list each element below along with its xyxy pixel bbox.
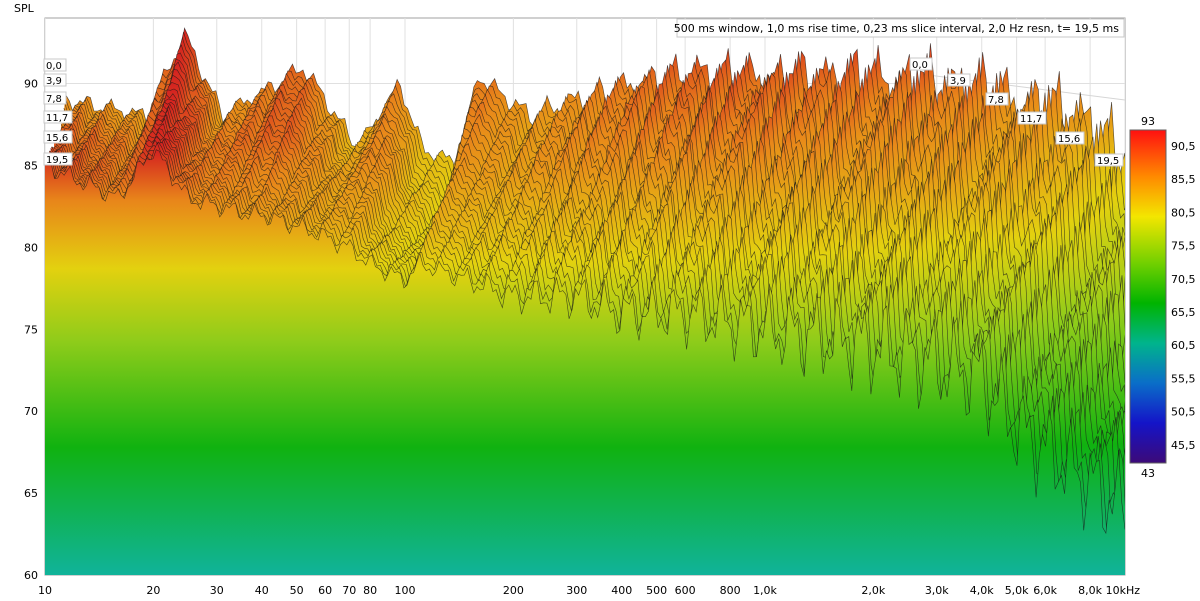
slice-line	[58, 88, 1125, 335]
time-label-right: 7,8	[985, 92, 1009, 106]
x-tick-label: 70	[342, 584, 356, 597]
y-tick-label: 60	[24, 569, 38, 582]
colorbar-label: 70,5	[1171, 273, 1196, 286]
time-label-box	[1055, 131, 1085, 145]
y-tick-label: 65	[24, 487, 38, 500]
time-label-box	[43, 130, 73, 144]
slice-line	[45, 149, 1125, 535]
y-axis-ticks: 60 65 70 75 80 85 90	[24, 78, 38, 582]
time-label-box	[1094, 153, 1124, 167]
colorbar-label: 55,5	[1171, 372, 1196, 385]
colorbar-label: 45,5	[1171, 439, 1196, 452]
time-label-text: 0,0	[912, 60, 928, 71]
x-tick-label: 300	[566, 584, 587, 597]
time-label-text: 3,9	[46, 76, 62, 87]
colorbar-label: 65,5	[1171, 306, 1196, 319]
time-label-text: 7,8	[988, 95, 1004, 106]
x-tick-label: 800	[720, 584, 741, 597]
time-label-left: 0,0	[43, 58, 67, 72]
time-label-box	[43, 58, 67, 72]
time-label-text: 15,6	[46, 133, 68, 144]
time-label-right: 19,5	[1094, 153, 1124, 167]
colorbar-label: 80,5	[1171, 206, 1196, 219]
time-label-left: 19,5	[43, 152, 73, 166]
colorbar: 93 43 90,5 85,5 80,5 75,5 70,5 65,5 60,5 55,5 50…	[1129, 115, 1196, 480]
x-tick-label: 6,0k	[1033, 584, 1057, 597]
x-tick-label: 10kHz	[1106, 584, 1141, 597]
x-tick-label: 10	[38, 584, 52, 597]
colorbar-label: 90,5	[1171, 140, 1196, 153]
slice-line	[59, 82, 1125, 314]
time-label-box	[985, 92, 1009, 106]
x-tick-label: 8,0k	[1078, 584, 1102, 597]
waterfall-surface	[45, 27, 1125, 575]
slice-fill	[45, 149, 1125, 575]
x-tick-label: 3,0k	[925, 584, 949, 597]
time-label-text: 3,9	[950, 76, 966, 87]
time-label-right: 11,7	[1017, 111, 1047, 125]
time-label-box	[1017, 111, 1047, 125]
time-label-left: 11,7	[43, 110, 73, 124]
time-label-text: 7,8	[46, 94, 62, 105]
time-label-text: 19,5	[46, 155, 68, 166]
y-axis-label: SPL	[14, 2, 35, 15]
y-tick-label: 70	[24, 405, 38, 418]
colorbar-label: 60,5	[1171, 339, 1196, 352]
slice-line	[45, 141, 1125, 536]
y-tick-label: 75	[24, 323, 38, 336]
subtitle-box	[676, 18, 1125, 38]
time-label-box	[43, 152, 73, 166]
x-tick-label: 100	[395, 584, 416, 597]
x-tick-label: 4,0k	[970, 584, 994, 597]
time-label-box	[43, 110, 73, 124]
time-label-right: 15,6	[1055, 131, 1085, 145]
time-label-box	[947, 73, 971, 87]
x-tick-label: 30	[210, 584, 224, 597]
time-label-text: 19,5	[1097, 156, 1119, 167]
time-label-text: 11,7	[1020, 114, 1042, 125]
y-tick-label: 80	[24, 241, 38, 254]
y-tick-label: 85	[24, 159, 38, 172]
time-label-left: 3,9	[43, 73, 67, 87]
colorbar-label: 85,5	[1171, 173, 1196, 186]
x-tick-label: 1,0k	[753, 584, 777, 597]
time-label-text: 0,0	[46, 61, 62, 72]
x-tick-label: 2,0k	[861, 584, 885, 597]
time-label-text: 11,7	[46, 113, 68, 124]
slice-line	[57, 98, 1125, 353]
time-label-box	[43, 91, 67, 105]
colorbar-label: 50,5	[1171, 406, 1196, 419]
time-label-right: 0,0	[909, 57, 933, 71]
y-tick-label: 90	[24, 78, 38, 91]
colorbar-label: 75,5	[1171, 240, 1196, 253]
x-tick-label: 200	[503, 584, 524, 597]
x-tick-label: 80	[363, 584, 377, 597]
x-tick-label: 40	[255, 584, 269, 597]
colorbar-min: 43	[1141, 467, 1155, 480]
time-slice-labels: 0,0 0,0 3,9 3,9 7,8 7,8 11,7 11,7 15,6 15,6 19,5 19…	[43, 57, 1124, 167]
time-label-box	[43, 73, 67, 87]
x-tick-label: 600	[675, 584, 696, 597]
time-label-text: 15,6	[1058, 134, 1080, 145]
x-tick-label: 20	[146, 584, 160, 597]
x-axis-ticks: 10 20 30 40 50 60 70 80 100 200 300 400 500 600 800 1,0…	[38, 584, 1140, 597]
x-tick-label: 400	[611, 584, 632, 597]
time-label-left: 7,8	[43, 91, 67, 105]
time-label-left: 15,6	[43, 130, 73, 144]
colorbar-scale	[1129, 129, 1167, 464]
x-tick-label: 60	[318, 584, 332, 597]
x-tick-label: 5,0k	[1005, 584, 1029, 597]
x-tick-label: 50	[290, 584, 304, 597]
time-label-box	[909, 57, 933, 71]
colorbar-max: 93	[1141, 115, 1155, 128]
time-label-right: 3,9	[947, 73, 971, 87]
x-tick-label: 500	[646, 584, 667, 597]
chart-subtitle: 500 ms window, 1,0 ms rise time, 0,23 ms…	[674, 22, 1120, 35]
